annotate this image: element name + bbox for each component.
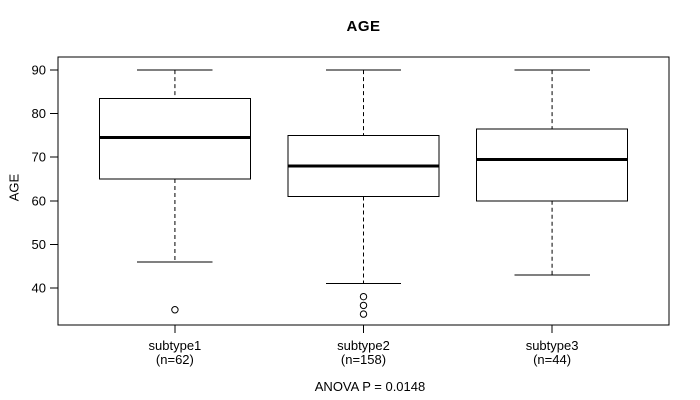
x-axis-label-subtype1: subtype1 (n=62) <box>105 339 245 367</box>
group-count: (n=44) <box>533 352 572 367</box>
group-count: (n=62) <box>155 352 194 367</box>
anova-note: ANOVA P = 0.0148 <box>314 379 426 394</box>
y-tick-label: 80 <box>32 106 46 121</box>
outlier-point <box>359 301 368 310</box>
x-axis-label-subtype3: subtype3 (n=44) <box>482 339 622 367</box>
y-tick-label: 90 <box>32 63 46 78</box>
outlier-point <box>359 292 368 301</box>
y-tick-label: 40 <box>32 280 46 295</box>
group-name: subtype1 <box>148 338 202 353</box>
group-count: (n=158) <box>340 352 387 367</box>
outlier-point <box>171 306 179 314</box>
y-tick-label: 70 <box>32 150 46 165</box>
y-tick-label: 50 <box>32 237 46 252</box>
iqr-box <box>476 128 629 202</box>
chart-title: AGE <box>346 18 381 35</box>
y-tick-label: 60 <box>32 193 46 208</box>
x-axis-label-subtype2: subtype2 (n=158) <box>294 339 434 367</box>
group-name: subtype3 <box>525 338 579 353</box>
group-name: subtype2 <box>337 338 390 353</box>
outlier-point <box>359 310 368 318</box>
